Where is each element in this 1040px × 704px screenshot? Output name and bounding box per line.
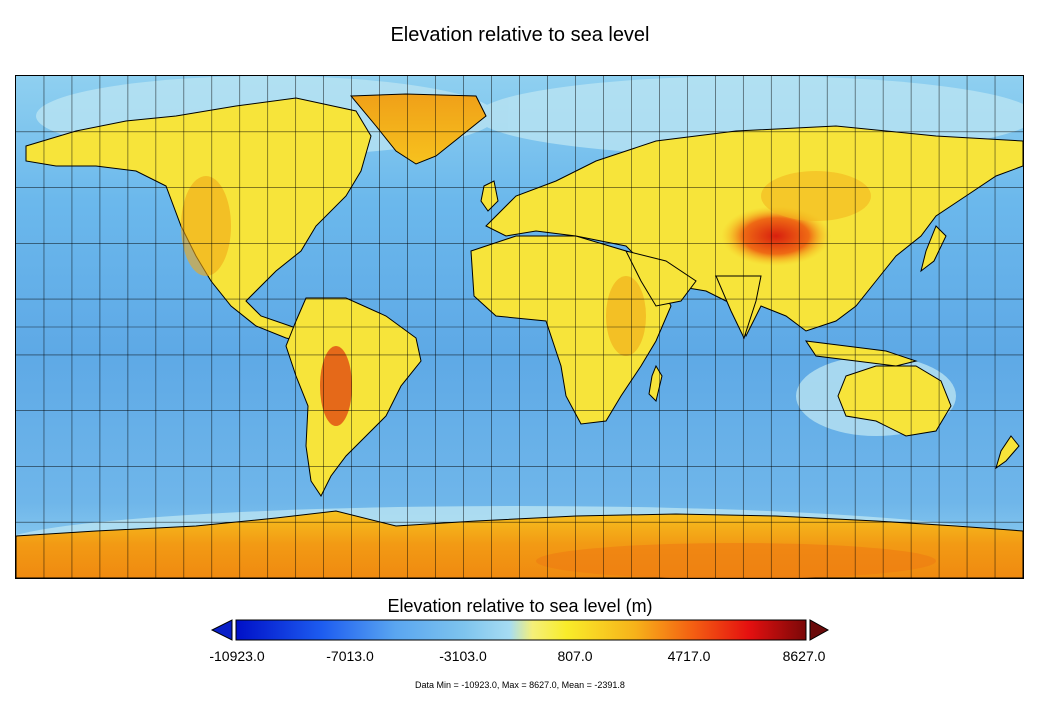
australia bbox=[837, 365, 952, 437]
east-antarctica bbox=[536, 543, 936, 578]
colorbar-tick-label: 4717.0 bbox=[667, 648, 711, 664]
colorbar-tick-label: 807.0 bbox=[557, 648, 593, 664]
east-africa bbox=[606, 276, 646, 356]
colorbar-tick-label: -3103.0 bbox=[439, 648, 487, 664]
data-statistics: Data Min = -10923.0, Max = 8627.0, Mean … bbox=[415, 680, 625, 690]
arabia bbox=[625, 250, 697, 307]
elevation-map-canvas bbox=[16, 76, 1023, 578]
graticule bbox=[16, 76, 1023, 578]
over-range-arrow-icon bbox=[809, 619, 830, 641]
india bbox=[715, 275, 762, 340]
madagascar bbox=[648, 364, 663, 402]
colorbar bbox=[210, 619, 830, 648]
colorbar-tick-label: -7013.0 bbox=[326, 648, 374, 664]
greenland bbox=[349, 93, 487, 165]
colorbar-tick-label: -10923.0 bbox=[209, 648, 265, 664]
south-america bbox=[285, 297, 422, 497]
british-isles bbox=[480, 180, 499, 212]
elevation-map[interactable] bbox=[15, 75, 1024, 579]
tibetan-plateau bbox=[721, 206, 831, 266]
colorbar-tick-label: 8627.0 bbox=[782, 648, 826, 664]
highlands bbox=[181, 171, 936, 578]
map-title: Elevation relative to sea level bbox=[390, 24, 650, 46]
colorbar-title: Elevation relative to sea level (m) bbox=[387, 596, 653, 616]
new-zealand bbox=[995, 435, 1020, 470]
japan bbox=[920, 225, 947, 273]
colorbar-svg bbox=[210, 619, 830, 641]
colorbar-ramp bbox=[235, 619, 807, 641]
mongolia bbox=[761, 171, 871, 221]
under-range-arrow-icon bbox=[210, 619, 233, 641]
indonesia bbox=[804, 340, 918, 367]
andes-high bbox=[320, 346, 352, 426]
rockies bbox=[181, 176, 231, 276]
